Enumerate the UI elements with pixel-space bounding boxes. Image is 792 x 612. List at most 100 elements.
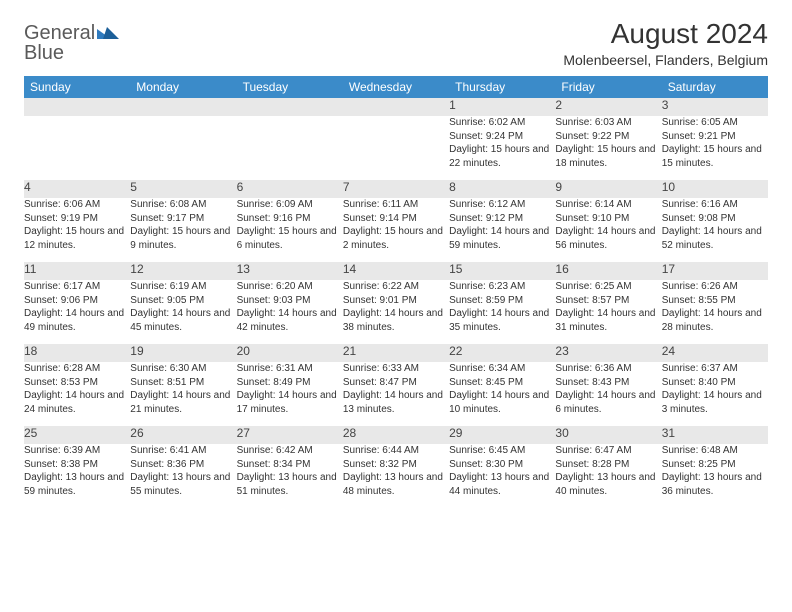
sunrise-line: Sunrise: 6:02 AM — [449, 116, 555, 130]
page-header: General Blue August 2024 Molenbeersel, F… — [24, 18, 768, 68]
day-number-cell: 15 — [449, 262, 555, 280]
daylight-line: Daylight: 15 hours and 12 minutes. — [24, 225, 130, 252]
day-number-cell: 14 — [343, 262, 449, 280]
day-number-cell: 23 — [555, 344, 661, 362]
daylight-line: Daylight: 15 hours and 6 minutes. — [237, 225, 343, 252]
sunset-line: Sunset: 8:28 PM — [555, 458, 661, 472]
daylight-line: Daylight: 15 hours and 22 minutes. — [449, 143, 555, 170]
day-content-cell: Sunrise: 6:12 AMSunset: 9:12 PMDaylight:… — [449, 198, 555, 262]
day-number-cell: 18 — [24, 344, 130, 362]
sunrise-line: Sunrise: 6:17 AM — [24, 280, 130, 294]
daylight-line: Daylight: 14 hours and 13 minutes. — [343, 389, 449, 416]
day-number-cell: 13 — [237, 262, 343, 280]
sunrise-line: Sunrise: 6:48 AM — [662, 444, 768, 458]
sunrise-line: Sunrise: 6:37 AM — [662, 362, 768, 376]
sunset-line: Sunset: 9:06 PM — [24, 294, 130, 308]
day-header-row: Sunday Monday Tuesday Wednesday Thursday… — [24, 76, 768, 98]
day-number-cell: 19 — [130, 344, 236, 362]
day-content-cell: Sunrise: 6:23 AMSunset: 8:59 PMDaylight:… — [449, 280, 555, 344]
day-number-cell: 12 — [130, 262, 236, 280]
daylight-line: Daylight: 14 hours and 42 minutes. — [237, 307, 343, 334]
sunset-line: Sunset: 8:43 PM — [555, 376, 661, 390]
day-number-cell: 30 — [555, 426, 661, 444]
sunset-line: Sunset: 9:21 PM — [662, 130, 768, 144]
day-number-cell: 20 — [237, 344, 343, 362]
day-content-cell: Sunrise: 6:02 AMSunset: 9:24 PMDaylight:… — [449, 116, 555, 180]
sunset-line: Sunset: 8:49 PM — [237, 376, 343, 390]
day-content-cell: Sunrise: 6:48 AMSunset: 8:25 PMDaylight:… — [662, 444, 768, 508]
daylight-line: Daylight: 14 hours and 31 minutes. — [555, 307, 661, 334]
daylight-line: Daylight: 14 hours and 59 minutes. — [449, 225, 555, 252]
sunset-line: Sunset: 9:17 PM — [130, 212, 236, 226]
daylight-line: Daylight: 14 hours and 17 minutes. — [237, 389, 343, 416]
day-number-row: 18192021222324 — [24, 344, 768, 362]
daylight-line: Daylight: 14 hours and 52 minutes. — [662, 225, 768, 252]
day-content-row: Sunrise: 6:39 AMSunset: 8:38 PMDaylight:… — [24, 444, 768, 508]
sunrise-line: Sunrise: 6:28 AM — [24, 362, 130, 376]
day-content-cell — [237, 116, 343, 180]
day-number-cell: 28 — [343, 426, 449, 444]
day-number-cell: 22 — [449, 344, 555, 362]
day-header: Sunday — [24, 76, 130, 98]
sunrise-line: Sunrise: 6:12 AM — [449, 198, 555, 212]
daylight-line: Daylight: 14 hours and 35 minutes. — [449, 307, 555, 334]
day-content-row: Sunrise: 6:02 AMSunset: 9:24 PMDaylight:… — [24, 116, 768, 180]
day-content-cell: Sunrise: 6:36 AMSunset: 8:43 PMDaylight:… — [555, 362, 661, 426]
sunrise-line: Sunrise: 6:36 AM — [555, 362, 661, 376]
daylight-line: Daylight: 14 hours and 49 minutes. — [24, 307, 130, 334]
sunrise-line: Sunrise: 6:31 AM — [237, 362, 343, 376]
brand-mark-icon — [97, 25, 119, 44]
sunrise-line: Sunrise: 6:25 AM — [555, 280, 661, 294]
daylight-line: Daylight: 14 hours and 38 minutes. — [343, 307, 449, 334]
day-number-cell: 2 — [555, 98, 661, 116]
sunset-line: Sunset: 8:32 PM — [343, 458, 449, 472]
day-content-cell: Sunrise: 6:11 AMSunset: 9:14 PMDaylight:… — [343, 198, 449, 262]
day-content-cell: Sunrise: 6:25 AMSunset: 8:57 PMDaylight:… — [555, 280, 661, 344]
day-number-cell: 31 — [662, 426, 768, 444]
day-content-cell — [343, 116, 449, 180]
brand-text-1: General — [24, 22, 95, 44]
sunset-line: Sunset: 9:14 PM — [343, 212, 449, 226]
sunset-line: Sunset: 9:12 PM — [449, 212, 555, 226]
day-number-cell: 24 — [662, 344, 768, 362]
calendar-page: General Blue August 2024 Molenbeersel, F… — [0, 0, 792, 520]
day-number-cell: 27 — [237, 426, 343, 444]
day-content-cell: Sunrise: 6:22 AMSunset: 9:01 PMDaylight:… — [343, 280, 449, 344]
brand-text-2: Blue — [24, 42, 64, 64]
day-content-cell: Sunrise: 6:19 AMSunset: 9:05 PMDaylight:… — [130, 280, 236, 344]
day-content-cell: Sunrise: 6:47 AMSunset: 8:28 PMDaylight:… — [555, 444, 661, 508]
sunset-line: Sunset: 8:30 PM — [449, 458, 555, 472]
day-content-cell: Sunrise: 6:14 AMSunset: 9:10 PMDaylight:… — [555, 198, 661, 262]
day-content-cell: Sunrise: 6:28 AMSunset: 8:53 PMDaylight:… — [24, 362, 130, 426]
day-number-cell: 16 — [555, 262, 661, 280]
daylight-line: Daylight: 13 hours and 44 minutes. — [449, 471, 555, 498]
day-number-cell — [237, 98, 343, 116]
day-number-cell: 8 — [449, 180, 555, 198]
day-content-cell: Sunrise: 6:05 AMSunset: 9:21 PMDaylight:… — [662, 116, 768, 180]
sunset-line: Sunset: 8:45 PM — [449, 376, 555, 390]
daylight-line: Daylight: 13 hours and 51 minutes. — [237, 471, 343, 498]
day-content-cell: Sunrise: 6:03 AMSunset: 9:22 PMDaylight:… — [555, 116, 661, 180]
sunrise-line: Sunrise: 6:44 AM — [343, 444, 449, 458]
daylight-line: Daylight: 15 hours and 9 minutes. — [130, 225, 236, 252]
sunrise-line: Sunrise: 6:22 AM — [343, 280, 449, 294]
daylight-line: Daylight: 14 hours and 6 minutes. — [555, 389, 661, 416]
daylight-line: Daylight: 14 hours and 21 minutes. — [130, 389, 236, 416]
brand-logo: General Blue — [24, 18, 119, 64]
day-number-cell: 9 — [555, 180, 661, 198]
day-content-cell: Sunrise: 6:16 AMSunset: 9:08 PMDaylight:… — [662, 198, 768, 262]
day-number-row: 123 — [24, 98, 768, 116]
day-number-cell: 25 — [24, 426, 130, 444]
sunrise-line: Sunrise: 6:05 AM — [662, 116, 768, 130]
sunrise-line: Sunrise: 6:30 AM — [130, 362, 236, 376]
sunset-line: Sunset: 8:51 PM — [130, 376, 236, 390]
day-number-cell: 3 — [662, 98, 768, 116]
day-number-cell: 17 — [662, 262, 768, 280]
sunrise-line: Sunrise: 6:06 AM — [24, 198, 130, 212]
sunset-line: Sunset: 9:10 PM — [555, 212, 661, 226]
sunrise-line: Sunrise: 6:47 AM — [555, 444, 661, 458]
day-number-row: 45678910 — [24, 180, 768, 198]
sunset-line: Sunset: 9:19 PM — [24, 212, 130, 226]
daylight-line: Daylight: 13 hours and 40 minutes. — [555, 471, 661, 498]
sunrise-line: Sunrise: 6:08 AM — [130, 198, 236, 212]
